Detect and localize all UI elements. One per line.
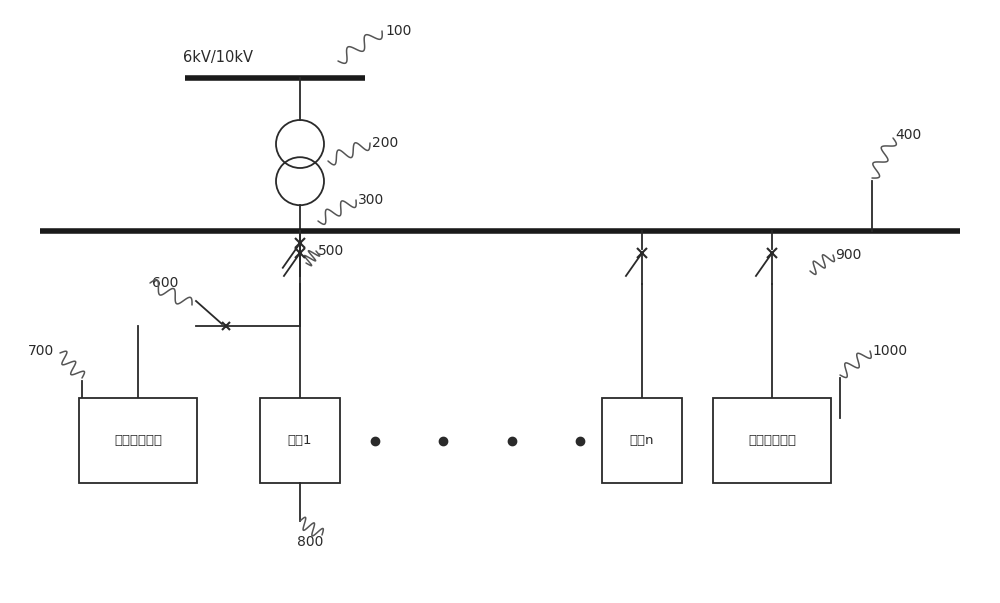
Text: 负载n: 负载n xyxy=(630,434,654,447)
Text: 6kV/10kV: 6kV/10kV xyxy=(183,50,253,65)
Text: 100: 100 xyxy=(385,24,411,38)
Text: 1000: 1000 xyxy=(872,344,907,358)
Text: 400: 400 xyxy=(895,128,921,142)
Text: 200: 200 xyxy=(372,136,398,150)
Bar xyxy=(260,398,340,483)
Bar xyxy=(602,398,682,483)
Text: 第二储能系统: 第二储能系统 xyxy=(748,434,796,447)
Bar xyxy=(79,398,197,483)
Text: 负载1: 负载1 xyxy=(288,434,312,447)
Text: 900: 900 xyxy=(835,248,861,262)
Text: 500: 500 xyxy=(318,244,344,258)
Text: 700: 700 xyxy=(28,344,54,358)
Bar xyxy=(713,398,831,483)
Text: 第一储能系统: 第一储能系统 xyxy=(114,434,162,447)
Text: 800: 800 xyxy=(297,535,323,549)
Text: 600: 600 xyxy=(152,276,178,290)
Text: 300: 300 xyxy=(358,193,384,207)
